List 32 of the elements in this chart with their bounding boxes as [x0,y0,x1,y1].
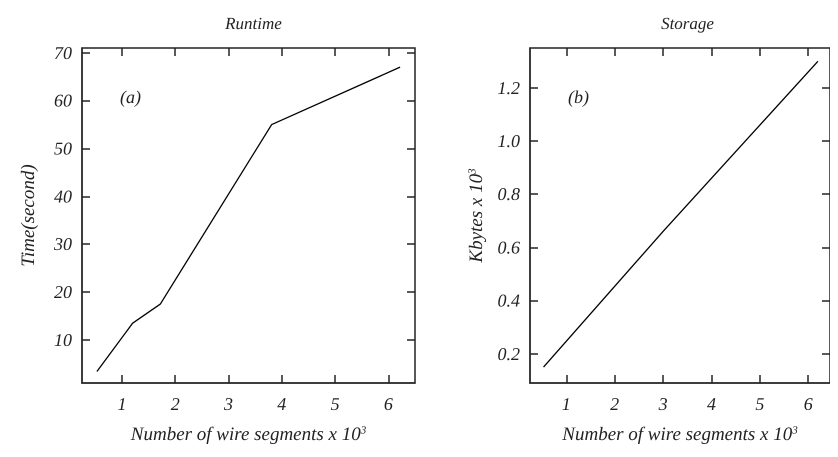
y-tick-label: 60 [54,90,72,111]
x-tick-label: 6 [384,394,393,414]
x-tick-label: 3 [658,394,668,414]
chart-title: Runtime [224,14,282,33]
y-tick-label: 1.0 [498,131,520,152]
x-tick-label: 1 [562,394,571,414]
y-tick-label: 10 [54,330,72,350]
annotation: (a) [120,87,141,107]
y-tick-label: 20 [54,282,72,302]
y-axis-title: Kbytes x 103 [466,168,487,264]
y-tick-label: 50 [54,138,72,158]
chart-title: Storage [661,14,714,33]
annotation: (b) [568,87,589,107]
x-tick-label: 5 [330,394,340,414]
x-tick-label: 2 [610,394,620,414]
x-tick-label: 4 [277,394,286,414]
x-tick-label: 5 [755,394,764,414]
y-tick-label: 0.6 [498,237,520,258]
y-tick-label: 1.2 [498,78,520,98]
y-tick-label: 0.8 [498,184,520,204]
line-series [96,66,401,372]
y-tick-label: 40 [54,186,72,206]
x-tick-label: 2 [170,394,180,414]
y-axis-title: Time(second) [18,164,39,267]
x-tick-label: 1 [117,394,126,414]
y-tick-label: 0.2 [498,344,520,364]
x-tick-label: 6 [804,394,813,414]
x-tick-label: 4 [706,394,716,414]
y-tick-label: 0.4 [498,290,520,311]
y-tick-label: 70 [54,42,72,63]
y-tick-label: 30 [53,234,72,254]
x-tick-label: 3 [223,394,234,414]
